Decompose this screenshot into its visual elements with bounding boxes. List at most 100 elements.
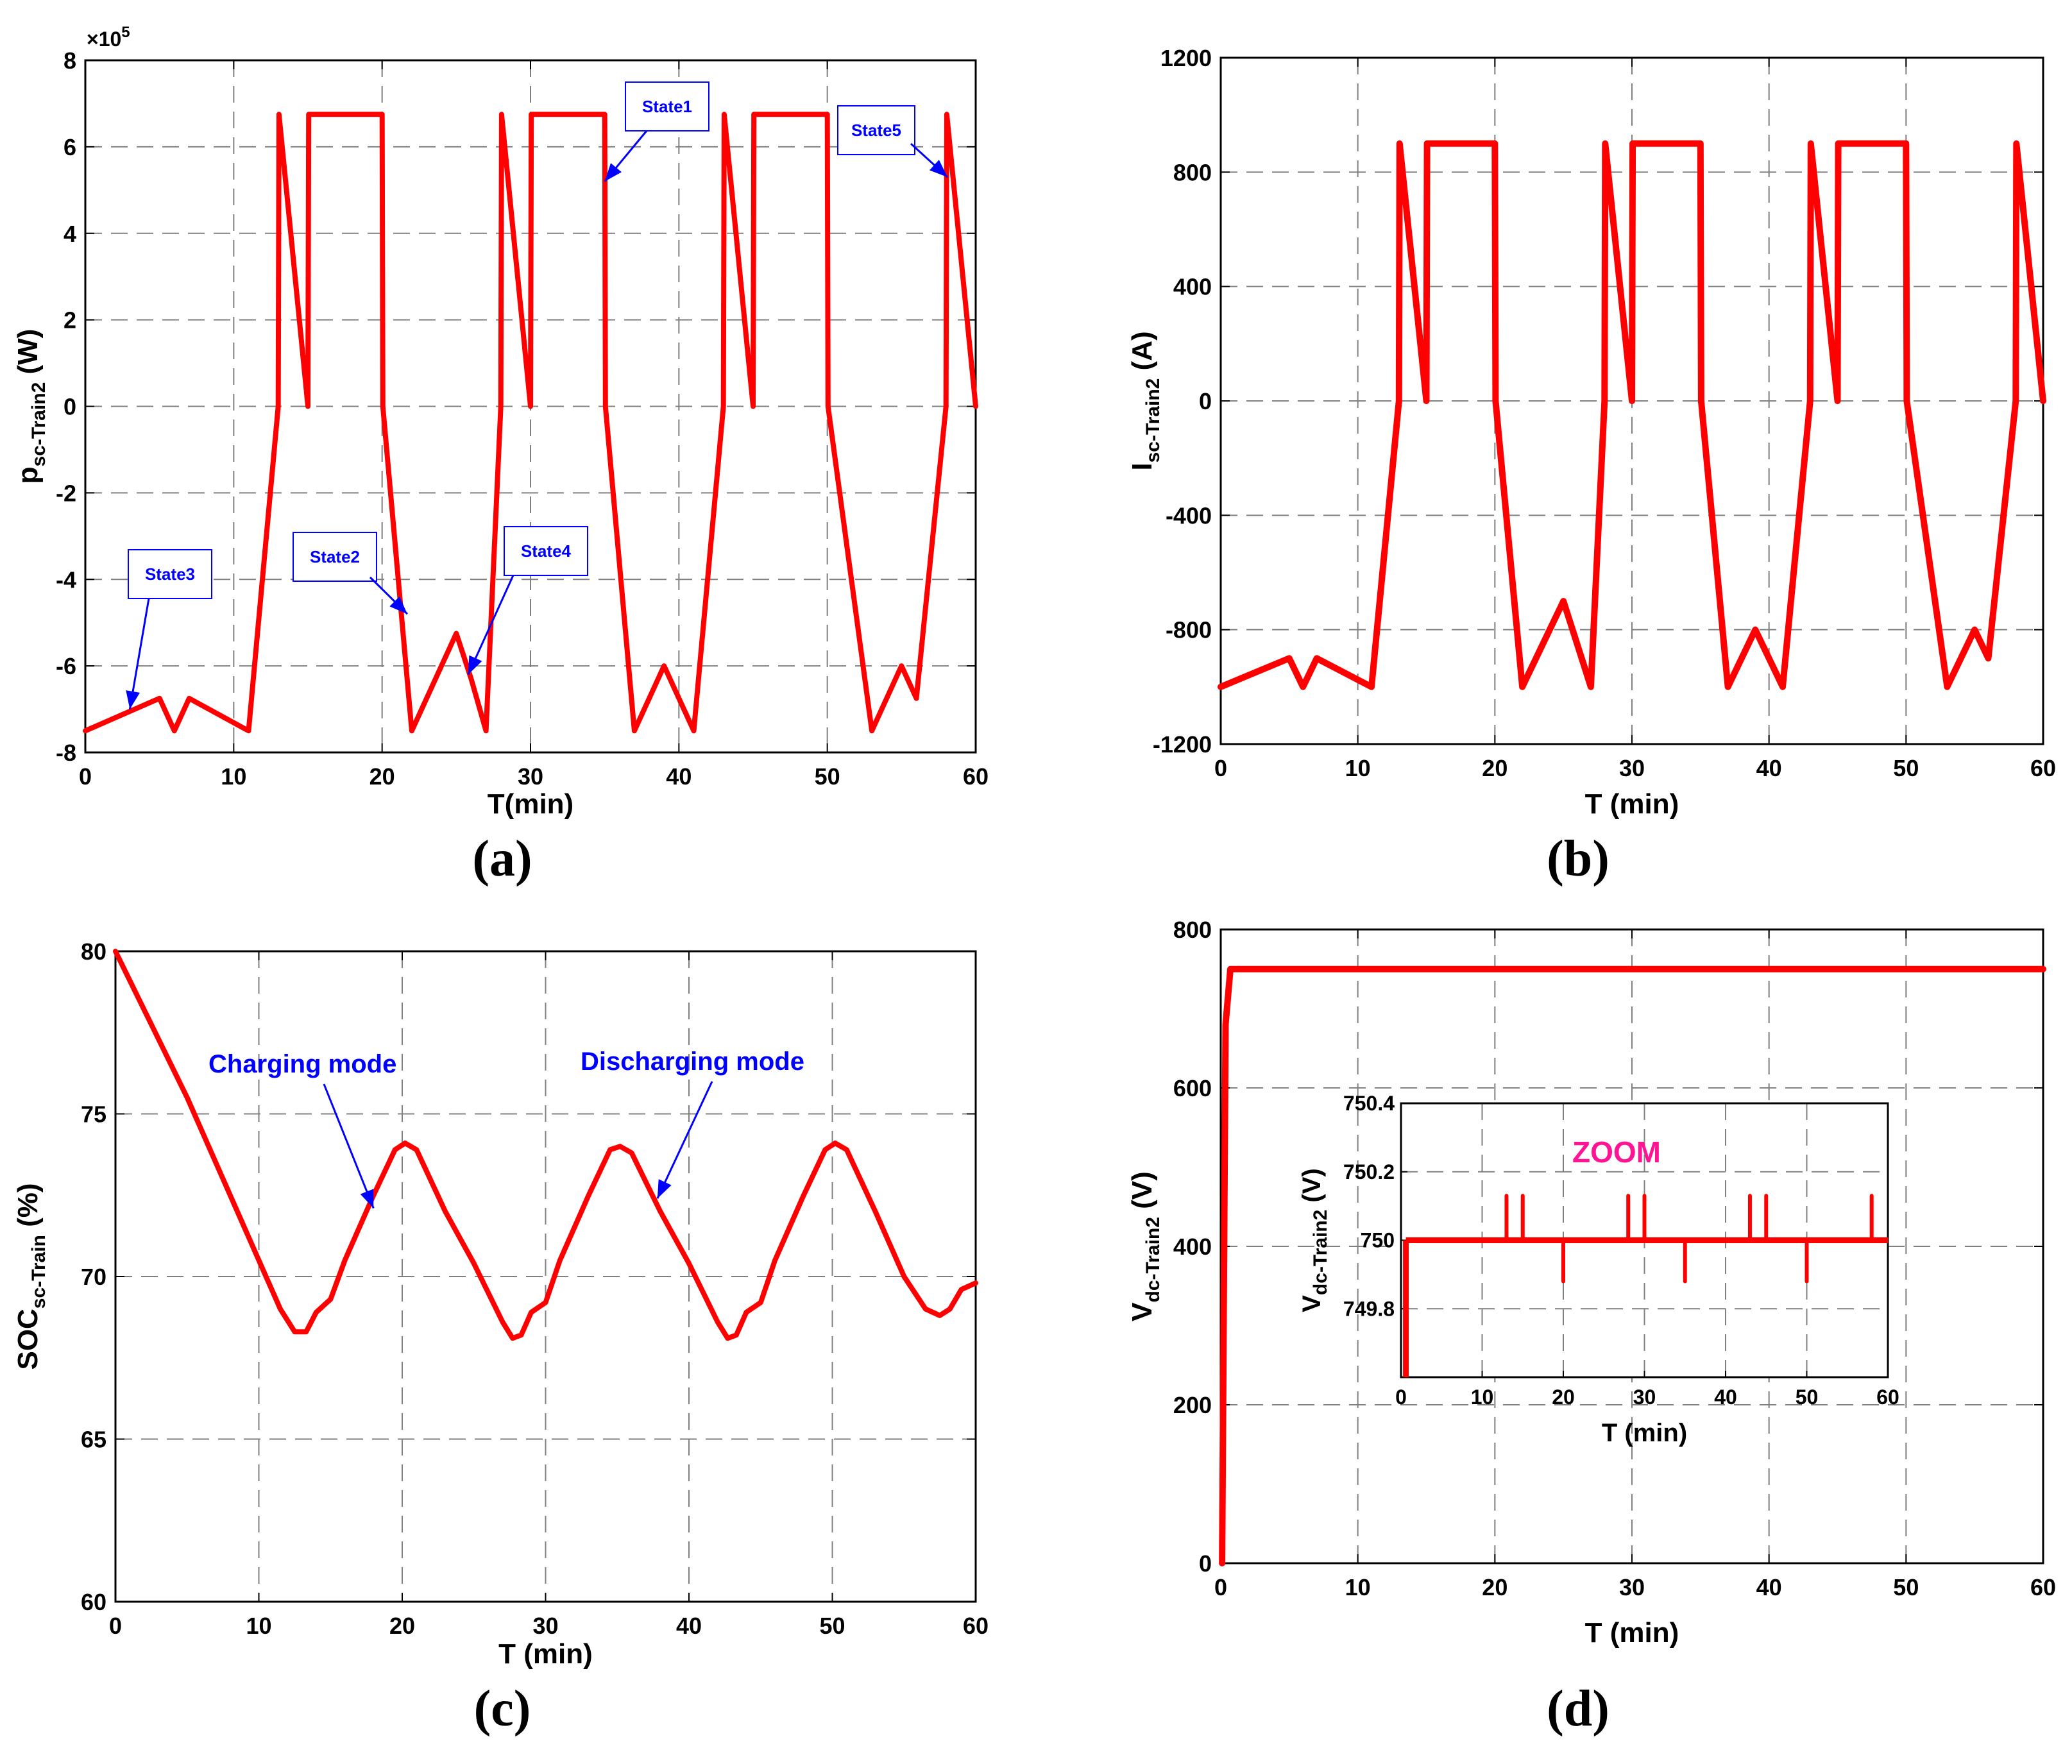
x-axis-label: T (min) — [498, 1638, 593, 1670]
mode-annotation: Charging mode — [208, 1050, 396, 1078]
series-line — [1219, 965, 2046, 1566]
y-tick-label: 2 — [64, 307, 76, 334]
panel-caption: (d) — [1547, 1681, 1609, 1737]
x-tick-label: 50 — [819, 1613, 845, 1639]
state-box — [625, 81, 709, 131]
x-axis-label: T (min) — [1585, 1617, 1679, 1649]
inset-y-axis-label: Vdc-Train2 (V) — [1298, 1168, 1331, 1312]
y-tick-label: 4 — [64, 221, 76, 247]
y-tick-label: 800 — [1173, 917, 1212, 943]
y-tick-label: 0 — [64, 394, 76, 420]
panel-caption: (b) — [1547, 831, 1609, 887]
y-tick-label: 8 — [64, 47, 76, 74]
x-tick-label: 40 — [1756, 1574, 1782, 1600]
inset-zoom: 0 10 20 30 40 50 60 749.8 750 750.2 750.4 ZOOM T (mi… — [1298, 1092, 1899, 1447]
y-tick-label: 600 — [1173, 1075, 1212, 1101]
inset-x-tick-label: 40 — [1714, 1386, 1737, 1409]
x-tick-label: 0 — [79, 763, 92, 790]
mode-arrow-head — [360, 1189, 374, 1209]
x-tick-label: 30 — [1619, 755, 1645, 781]
inset-y-label-sub: dc-Train2 — [1310, 1210, 1331, 1295]
state-arrow-head — [604, 163, 622, 182]
x-tick-label: 50 — [1893, 1574, 1919, 1600]
x-tick-label: 30 — [532, 1613, 558, 1639]
y-tick-label: -6 — [56, 653, 76, 679]
panel-c: 0 10 20 30 40 50 60 60 65 70 75 80 T (min) SOCsc-Trai… — [12, 938, 989, 1737]
x-tick-label: 60 — [963, 763, 989, 790]
x-axis-label: T (min) — [1585, 788, 1679, 820]
state-box — [837, 105, 915, 155]
y-tick-label: -4 — [56, 566, 76, 593]
x-tick-label: 30 — [518, 763, 543, 790]
x-tick-label: 10 — [1345, 1574, 1371, 1600]
x-tick-label: 20 — [369, 763, 395, 790]
inset-y-tick-label: 750.2 — [1343, 1160, 1395, 1183]
state-box — [504, 526, 588, 576]
state-arrow-head — [126, 690, 140, 709]
panel-caption: (c) — [474, 1681, 531, 1737]
x-tick-label: 20 — [1482, 755, 1507, 781]
state-box — [293, 532, 377, 582]
state-arrow-head — [468, 655, 482, 675]
y-tick-label: -8 — [56, 740, 76, 766]
y-tick-label: -1200 — [1153, 731, 1212, 758]
inset-y-tick-label: 750.4 — [1343, 1092, 1395, 1115]
x-tick-label: 50 — [815, 763, 840, 790]
x-tick-label: 0 — [1214, 1574, 1227, 1600]
y-multiplier: ×105 — [87, 24, 130, 51]
y-tick-label: -400 — [1166, 502, 1212, 529]
y-tick-label: 65 — [81, 1427, 106, 1453]
inset-x-axis-label: T (min) — [1602, 1419, 1687, 1447]
inset-y-tick-label: 750 — [1361, 1229, 1395, 1252]
y-axis-label-main: I — [1126, 462, 1158, 470]
x-tick-label: 40 — [676, 1613, 702, 1639]
y-axis-label: SOCsc-Train (%) — [12, 1183, 49, 1370]
y-axis-label-unit: (V) — [1126, 1171, 1158, 1217]
mode-arrow — [656, 1081, 713, 1199]
y-axis-label-sub: sc-Train2 — [28, 382, 49, 467]
inset-x-tick-label: 10 — [1471, 1386, 1494, 1409]
y-tick-label: 400 — [1173, 274, 1212, 300]
inset-x-tick-label: 50 — [1796, 1386, 1819, 1409]
mode-arrow — [323, 1083, 375, 1209]
x-tick-label: 30 — [1619, 1574, 1645, 1600]
y-axis-label-main: SOC — [12, 1309, 44, 1370]
y-axis-label: Vdc-Train2 (V) — [1126, 1171, 1164, 1321]
y-axis-label-sub: dc-Train2 — [1142, 1217, 1164, 1302]
inset-x-tick-label: 30 — [1633, 1386, 1656, 1409]
state-arrow-head — [929, 160, 948, 178]
x-axis-label: T(min) — [488, 788, 573, 820]
panel-caption: (a) — [472, 831, 532, 887]
inset-y-tick-label: 749.8 — [1343, 1297, 1395, 1320]
y-axis-label: Isc-Train2 (A) — [1126, 331, 1164, 470]
series-line — [1218, 140, 2046, 690]
y-tick-label: 0 — [1199, 388, 1212, 414]
panel-a: 0 10 20 30 40 50 60 -8 -6 -4 -2 0 2 4 6 8 T(min) psc-Trai… — [12, 24, 989, 887]
inset-y-label-main: V — [1298, 1295, 1326, 1312]
y-axis-label-sub: sc-Train2 — [1142, 378, 1164, 463]
y-tick-label: 400 — [1173, 1234, 1212, 1260]
y-tick-label: -2 — [56, 480, 76, 506]
y-axis-label-main: p — [12, 466, 44, 484]
inset-x-tick-label: 20 — [1552, 1386, 1575, 1409]
x-tick-label: 0 — [1214, 755, 1227, 781]
y-axis-label-sub: sc-Train — [28, 1235, 49, 1309]
y-tick-label: 60 — [81, 1589, 106, 1615]
series-line — [113, 949, 978, 1341]
mode-annotation: Discharging mode — [581, 1047, 804, 1076]
x-tick-label: 60 — [2030, 1574, 2056, 1600]
y-axis-label: psc-Train2 (W) — [12, 329, 49, 484]
y-tick-label: 1200 — [1160, 45, 1212, 71]
state-label: State1 — [642, 97, 692, 116]
y-tick-label: 70 — [81, 1264, 106, 1290]
x-tick-label: 40 — [1756, 755, 1782, 781]
y-tick-label: 200 — [1173, 1392, 1212, 1418]
y-axis-label-main: V — [1126, 1302, 1158, 1321]
x-tick-label: 0 — [109, 1613, 122, 1639]
series-line — [83, 112, 978, 734]
x-tick-label: 60 — [2030, 755, 2056, 781]
state-arrow — [128, 598, 150, 709]
x-tick-label: 10 — [221, 763, 246, 790]
state-arrow — [467, 575, 514, 675]
